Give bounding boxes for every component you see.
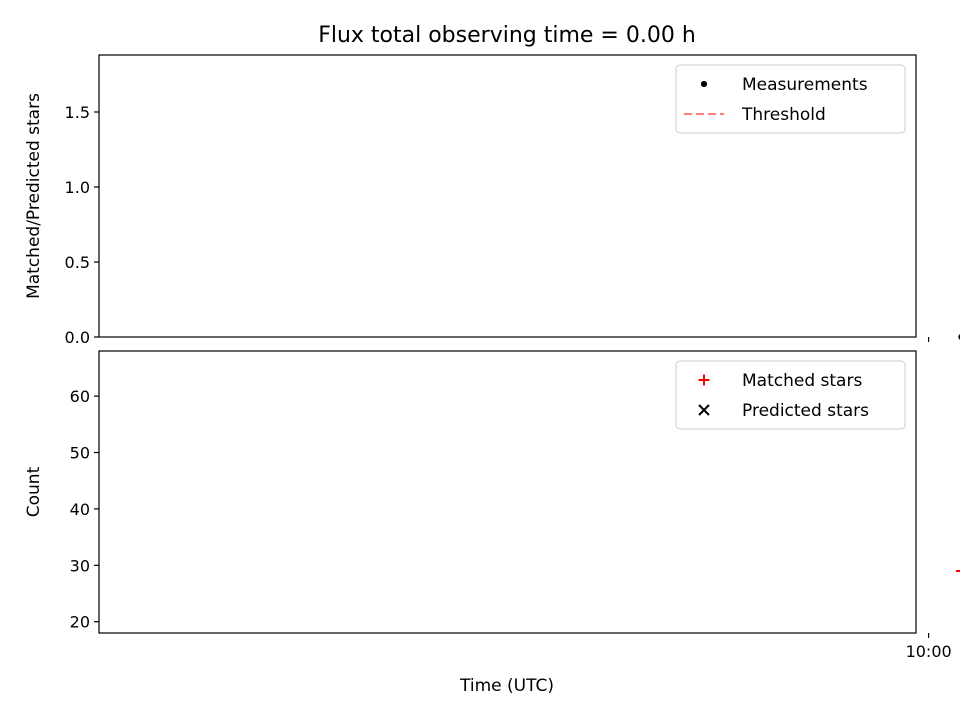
plot-frame — [98, 350, 917, 634]
y-axis-label: Matched/Predicted stars — [24, 93, 44, 299]
top-panel: 0.0 0.5 1.0 1.5 Matched/Predicted stars Measu… — [24, 54, 960, 347]
legend-box — [675, 360, 906, 430]
x-axis-label: Time (UTC) — [459, 676, 554, 696]
chart-title: Flux total observing time = 0.00 h — [318, 23, 696, 48]
plot-frame — [98, 54, 917, 338]
y-tick-label: 30 — [70, 556, 90, 575]
y-tick-label: 60 — [70, 387, 90, 406]
legend-predicted-swatch — [698, 404, 710, 416]
y-tick-label: 50 — [70, 444, 90, 463]
legend-box — [675, 64, 906, 134]
bottom-panel: 22:0000:0002:0004:0006:0008:0010:0020304… — [24, 350, 960, 661]
matched-star-point — [955, 569, 960, 572]
y-tick-label: 1.5 — [65, 103, 90, 122]
y-tick-label: 40 — [70, 500, 90, 519]
y-tick-label: 0.0 — [65, 328, 90, 347]
legend-label: Matched stars — [742, 371, 862, 391]
x-tick-label: 10:00 — [906, 642, 952, 661]
y-tick-label: 20 — [70, 613, 90, 632]
legend-matched-swatch — [698, 374, 710, 386]
legend-measurement-swatch — [700, 80, 708, 88]
y-axis-label: Count — [24, 466, 44, 517]
legend-label: Predicted stars — [742, 401, 869, 421]
legend-label: Threshold — [741, 105, 826, 125]
legend-label: Measurements — [742, 75, 868, 95]
y-tick-label: 1.0 — [65, 178, 90, 197]
y-tick-label: 0.5 — [65, 253, 90, 272]
